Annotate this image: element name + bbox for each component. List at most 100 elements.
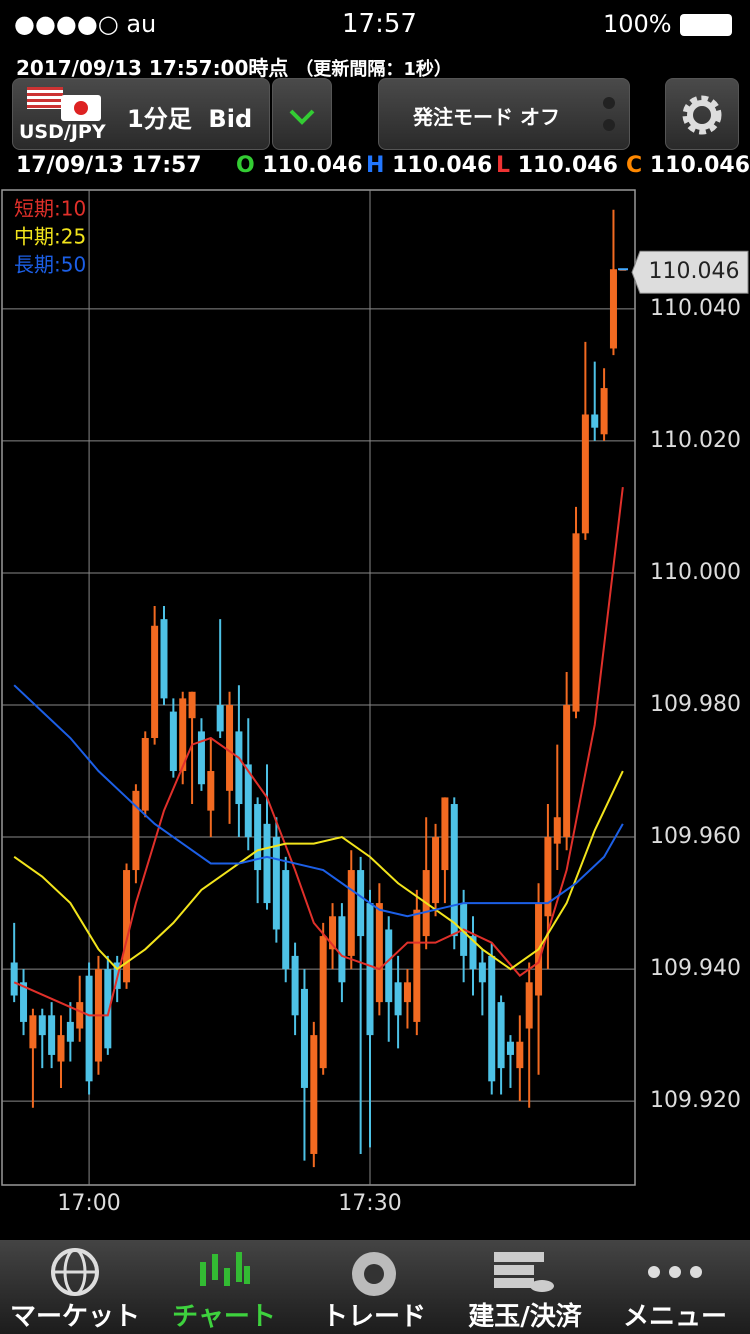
pair-button[interactable]: USD/JPY 1分足 Bid xyxy=(12,78,270,150)
x-tick-label: 17:30 xyxy=(338,1191,401,1216)
candle-body xyxy=(394,982,402,1016)
price-tag xyxy=(631,250,749,294)
candle-body xyxy=(516,1041,524,1069)
candle-body xyxy=(385,929,393,1003)
candle-body xyxy=(525,982,533,1029)
candle-body xyxy=(263,823,271,904)
candle-body xyxy=(244,764,252,838)
candle-body xyxy=(226,704,234,791)
l-value: 110.046 xyxy=(517,153,618,178)
candle-body xyxy=(282,870,290,970)
toggle-dot xyxy=(603,119,615,131)
clock: 17:57 xyxy=(342,9,417,39)
candle-body xyxy=(553,817,561,844)
candle-body xyxy=(441,797,449,871)
carrier: ●●●●○ au xyxy=(14,10,157,38)
settings-button[interactable] xyxy=(665,78,739,150)
order-mode-button[interactable]: 発注モード オフ xyxy=(378,78,630,150)
candle-body xyxy=(497,1002,505,1069)
legend-entry: 長期:50 xyxy=(14,253,86,277)
price-tag-text: 110.046 xyxy=(649,259,740,284)
candle-body xyxy=(581,414,589,534)
candle-body xyxy=(38,1015,46,1036)
quote-row: 17/09/13 17:57 O 110.046 H 110.046 L 110… xyxy=(16,153,750,178)
o-label: O xyxy=(236,153,255,178)
candle-body xyxy=(57,1035,65,1062)
candle-body xyxy=(319,936,327,1069)
candle-body xyxy=(338,916,346,983)
tab[interactable]: マーケット xyxy=(9,1302,140,1332)
candle-body xyxy=(544,837,552,917)
y-tick-label: 110.040 xyxy=(650,296,741,321)
candle-body xyxy=(20,982,28,1022)
candle-body xyxy=(375,903,383,1003)
battery-icon xyxy=(680,14,732,36)
candle-body xyxy=(506,1041,514,1055)
x-tick-label: 17:00 xyxy=(57,1191,120,1216)
o-value: 110.046 xyxy=(262,153,363,178)
tab[interactable]: 建玉/決済 xyxy=(468,1302,582,1332)
candle-body xyxy=(197,731,205,785)
y-tick-label: 110.000 xyxy=(650,560,741,585)
candle-body xyxy=(151,625,159,739)
candle-body xyxy=(310,1035,318,1154)
candle-body xyxy=(235,731,243,805)
order-mode: 発注モード オフ xyxy=(413,105,560,129)
quote-time: 17/09/13 17:57 xyxy=(16,153,202,178)
candle-body xyxy=(85,975,93,1082)
candle-body xyxy=(123,870,131,983)
tab-bar: マーケット チャート トレード 建玉/決済 メニュー xyxy=(0,1240,750,1334)
ma-line xyxy=(13,770,624,971)
y-tick-label: 110.020 xyxy=(650,428,741,453)
candle-body xyxy=(403,982,411,1003)
battery-text: 100% xyxy=(603,10,672,38)
ma-line xyxy=(13,684,624,918)
candle-body xyxy=(609,269,617,349)
chart: 110.040 110.020 110.000 109.980 109.960 109.9… xyxy=(1,189,749,1216)
candle-body xyxy=(207,771,215,811)
candle-body xyxy=(357,870,365,937)
candle-body xyxy=(132,790,140,871)
price-type: Bid xyxy=(208,105,253,133)
toggle-dot xyxy=(603,97,615,109)
l-label: L xyxy=(496,153,511,178)
candle-body xyxy=(366,903,374,1036)
candle-body xyxy=(600,388,608,435)
candle-body xyxy=(141,738,149,811)
pair: USD/JPY xyxy=(19,121,106,143)
candle-body xyxy=(347,870,355,956)
tab[interactable]: トレード xyxy=(321,1302,426,1332)
candle-body xyxy=(572,533,580,712)
candle-body xyxy=(66,1021,74,1042)
candle-body xyxy=(469,936,477,970)
y-tick-label: 109.960 xyxy=(650,824,741,849)
h-value: 110.046 xyxy=(392,153,493,178)
candle-body xyxy=(488,955,496,1082)
us-flag xyxy=(27,87,63,109)
candle-body xyxy=(10,962,18,996)
plot-frame xyxy=(1,189,636,1186)
candle-body xyxy=(104,969,112,1049)
candle-body xyxy=(413,909,421,1022)
gear xyxy=(682,95,722,135)
interval: （更新間隔：1秒） xyxy=(295,59,452,80)
tab[interactable]: チャート xyxy=(172,1302,276,1332)
timeframe: 1分足 Bid xyxy=(127,99,252,134)
dropdown[interactable] xyxy=(272,78,332,150)
candle-body xyxy=(478,962,486,983)
tab[interactable]: メニュー xyxy=(622,1302,727,1332)
candle-body xyxy=(216,704,224,732)
candle-body xyxy=(329,916,337,950)
chevron xyxy=(289,109,315,125)
c-label: C xyxy=(626,153,643,178)
candle-body xyxy=(450,804,458,937)
candle-body xyxy=(76,1002,84,1029)
legend-entry: 短期:10 xyxy=(14,197,86,221)
candle-body xyxy=(591,414,599,428)
y-tick-label: 109.940 xyxy=(650,956,741,981)
candle-body xyxy=(291,955,299,1016)
timeframe-text: 1分足 xyxy=(127,105,192,133)
candle-body xyxy=(179,698,187,772)
candle-body xyxy=(300,988,308,1088)
